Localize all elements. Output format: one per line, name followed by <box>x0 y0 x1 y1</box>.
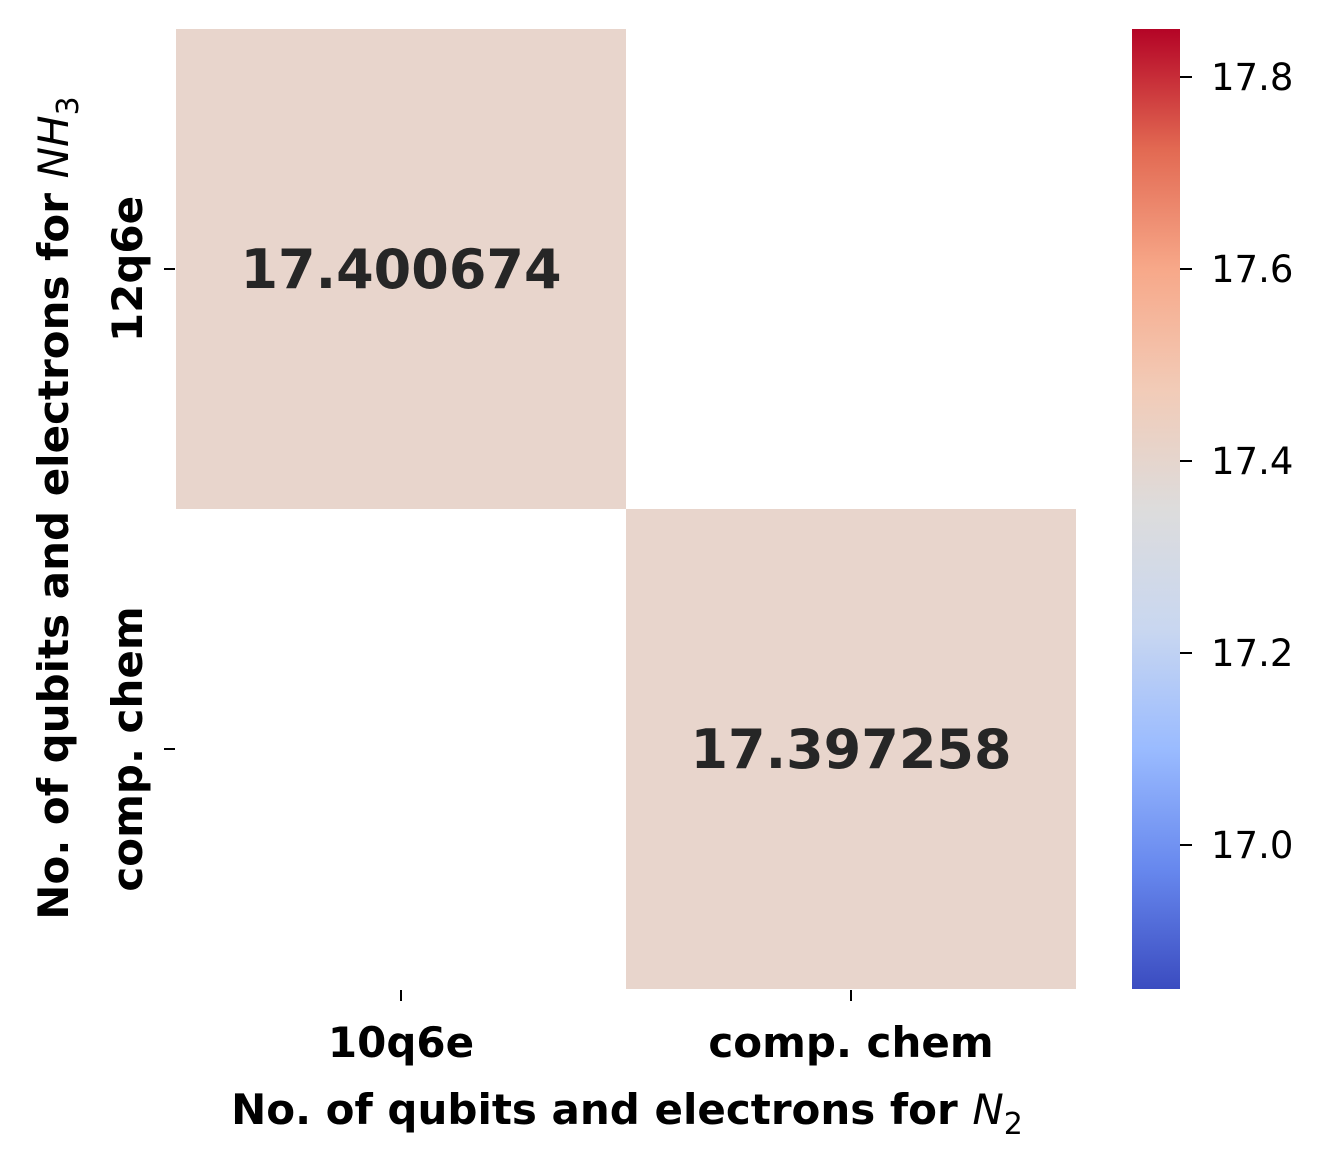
y-axis-label-subscript: 3 <box>51 96 86 115</box>
heatmap-cell <box>176 29 626 509</box>
x-axis-label-math: N <box>972 1085 1003 1134</box>
x-axis: 10q6e comp. chem <box>328 990 994 1067</box>
colorbar-tick-label: 17.4 <box>1211 440 1293 483</box>
colorbar-tick-label: 17.2 <box>1211 632 1293 675</box>
colorbar-tick-label: 17.0 <box>1211 824 1293 867</box>
heatmap-cell <box>626 509 1076 989</box>
colorbar-tick-label: 17.8 <box>1211 56 1293 99</box>
heatmap-cell-labels: 17.400674 17.397258 <box>240 238 1011 781</box>
heatmap-cells <box>176 29 1076 989</box>
x-axis-label-subscript: 2 <box>1004 1107 1023 1142</box>
y-axis: 12q6e comp. chem <box>103 196 175 892</box>
x-axis-label-text: No. of qubits and electrons for <box>231 1085 972 1134</box>
colorbar-gradient <box>1132 29 1180 989</box>
x-tick-label: 10q6e <box>328 1018 474 1067</box>
x-axis-label: No. of qubits and electrons for N2 <box>231 1085 1023 1142</box>
colorbar: 17.0 17.2 17.4 17.6 17.8 <box>1132 29 1293 989</box>
y-tick-label: comp. chem <box>103 606 152 891</box>
heatmap-cell-label: 17.397258 <box>690 718 1011 781</box>
y-axis-label-text: No. of qubits and electrons for <box>29 178 78 919</box>
heatmap-cell-label: 17.400674 <box>240 238 561 301</box>
y-axis-label: No. of qubits and electrons for NH3 <box>29 96 86 919</box>
x-tick-label: comp. chem <box>708 1018 993 1067</box>
y-tick-label: 12q6e <box>103 196 152 342</box>
colorbar-tick-label: 17.6 <box>1211 248 1293 291</box>
y-axis-label-math: NH <box>29 115 78 178</box>
